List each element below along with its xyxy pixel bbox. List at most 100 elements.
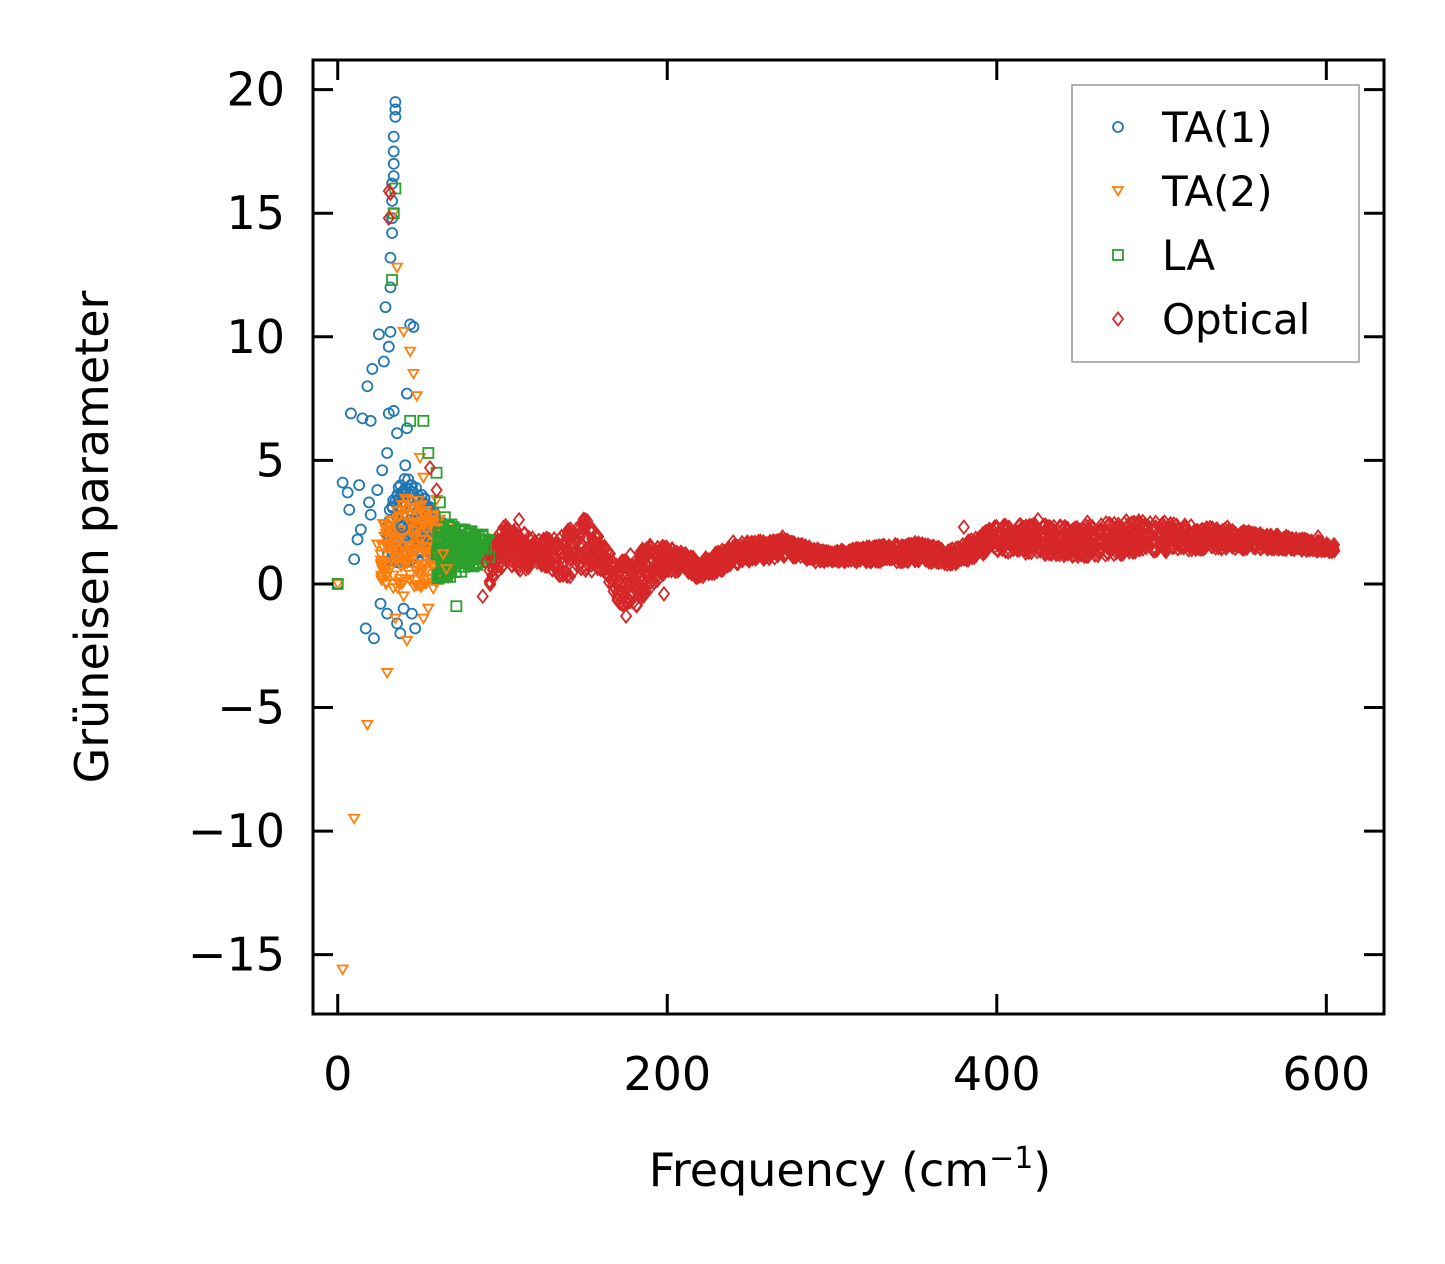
point-optical (1119, 538, 1132, 555)
point-ta-2 (406, 526, 420, 538)
point-optical (611, 590, 624, 607)
point-optical (750, 548, 763, 564)
point-optical (647, 574, 661, 591)
point-la (450, 600, 463, 613)
point-optical (607, 554, 620, 571)
legend-label-la: LA (1162, 231, 1215, 280)
point-optical (588, 527, 602, 544)
point-ta-2 (416, 613, 430, 625)
point-ta-1 (407, 321, 420, 333)
point-optical (594, 537, 608, 554)
point-optical (566, 545, 580, 562)
legend-label-ta-1: TA(1) (1161, 103, 1273, 152)
point-optical (1241, 524, 1255, 541)
point-optical (1083, 524, 1096, 541)
point-optical (1068, 535, 1081, 552)
point-optical (573, 520, 587, 537)
point-ta-2 (426, 584, 440, 596)
point-optical (1031, 511, 1045, 528)
point-ta-1 (394, 627, 407, 640)
point-optical (767, 532, 780, 549)
point-ta-2 (390, 583, 405, 595)
point-optical (1128, 534, 1141, 551)
point-optical (619, 608, 633, 625)
point-ta-2 (378, 519, 392, 531)
point-optical (932, 547, 945, 564)
point-optical (980, 537, 994, 554)
point-ta-2 (380, 668, 394, 680)
point-optical (665, 540, 679, 557)
point-ta-1 (353, 479, 366, 491)
point-optical (611, 585, 624, 602)
point-optical (809, 553, 822, 570)
point-optical (911, 539, 924, 556)
point-ta-1 (344, 407, 357, 420)
point-ta-1 (361, 380, 374, 393)
point-optical (1189, 541, 1202, 558)
point-optical (808, 545, 821, 562)
point-ta-2 (374, 549, 388, 561)
point-optical (570, 534, 583, 551)
point-optical (1039, 544, 1053, 561)
point-optical (1189, 525, 1202, 542)
point-optical (600, 566, 613, 583)
x-axis-title-superscript: −1 (989, 1141, 1033, 1176)
point-optical (1155, 521, 1168, 538)
point-la (434, 571, 446, 583)
point-ta-2 (414, 534, 428, 546)
point-optical (751, 536, 765, 553)
point-optical (703, 564, 716, 581)
point-optical (816, 545, 829, 562)
point-ta-2 (416, 472, 430, 484)
y-tick-label: 20 (226, 63, 285, 117)
point-optical (1156, 515, 1169, 532)
point-optical (1300, 540, 1314, 557)
point-optical (649, 543, 663, 560)
point-optical (1148, 532, 1161, 549)
point-ta-1 (384, 281, 397, 294)
point-optical (1084, 541, 1097, 558)
point-ta-1 (404, 318, 417, 331)
point-la (445, 518, 458, 531)
point-ta-2 (425, 560, 439, 572)
point-optical (1198, 530, 1212, 547)
point-optical (947, 549, 960, 566)
point-optical (1167, 532, 1181, 549)
point-optical (1081, 514, 1094, 531)
point-optical (923, 540, 937, 557)
point-optical (624, 546, 637, 563)
point-optical (788, 548, 801, 565)
x-axis-title: Frequency (cm−1) (649, 1141, 1052, 1197)
point-la (467, 560, 480, 573)
point-optical (1080, 543, 1094, 560)
point-ta-2 (377, 556, 391, 569)
point-optical (1219, 534, 1233, 551)
point-optical (1304, 541, 1317, 557)
point-la (458, 523, 471, 536)
x-tick-label: 0 (323, 1047, 352, 1101)
point-optical (382, 210, 395, 227)
point-optical (694, 563, 707, 580)
point-optical (524, 532, 538, 549)
point-optical (786, 534, 800, 551)
point-la (433, 496, 446, 509)
point-optical (954, 541, 967, 558)
point-optical (705, 559, 718, 576)
point-optical (908, 538, 921, 555)
point-ta-2 (396, 501, 410, 513)
point-optical (511, 557, 525, 573)
point-optical (724, 549, 737, 566)
point-ta-1 (396, 521, 408, 534)
point-optical (615, 575, 629, 592)
point-ta-2 (403, 346, 417, 358)
point-optical (1103, 515, 1116, 532)
point-optical (1271, 534, 1284, 551)
point-optical (612, 564, 625, 581)
point-optical (1326, 541, 1340, 558)
point-ta-1 (389, 103, 402, 116)
point-ta-2 (412, 509, 426, 521)
point-ta-2 (397, 326, 411, 339)
point-optical (564, 521, 577, 537)
point-ta-1 (389, 110, 402, 123)
point-ta-2 (347, 813, 361, 826)
